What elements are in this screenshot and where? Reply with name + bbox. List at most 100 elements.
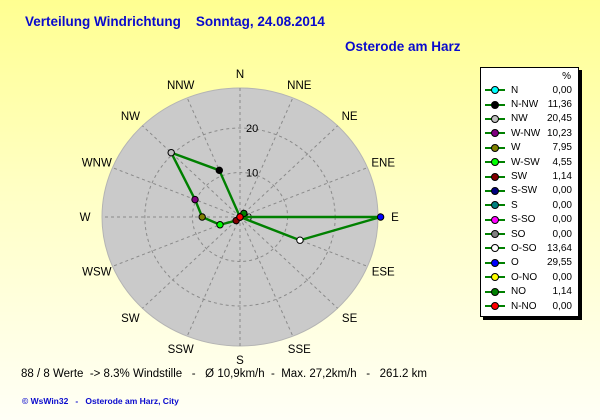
- legend-direction-label: S: [511, 199, 518, 211]
- legend-percentage-value: 0,00: [552, 228, 572, 240]
- legend-direction-label: N-NO: [511, 300, 537, 312]
- spoke-line-SSE: [239, 216, 294, 337]
- legend-direction-label: W: [511, 142, 521, 154]
- legend-percentage-value: 29,55: [546, 257, 572, 269]
- legend-percentage-value: 11,36: [547, 99, 572, 111]
- data-point-N-NO: [236, 213, 244, 221]
- legend-item-NW: NW 20,45: [481, 112, 578, 126]
- compass-label-SE: SE: [342, 313, 358, 325]
- compass-label-N: N: [236, 69, 244, 81]
- legend-marker-icon: [485, 229, 506, 239]
- legend-percentage-value: 0,00: [552, 199, 572, 211]
- compass-label-NE: NE: [342, 111, 358, 123]
- legend-marker-icon: [485, 200, 506, 210]
- compass-label-NNW: NNW: [167, 80, 195, 92]
- compass-label-ENE: ENE: [371, 157, 395, 169]
- data-point-O-SO: [296, 236, 304, 244]
- station-name: Osterode am Harz: [345, 39, 461, 54]
- legend-direction-label: W-SW: [511, 156, 540, 168]
- legend-marker-icon: [485, 157, 506, 167]
- legend-marker-icon: [485, 172, 506, 182]
- compass-label-E: E: [391, 212, 399, 224]
- legend-percentage-value: 0,00: [552, 84, 572, 96]
- legend-direction-label: O-NO: [511, 271, 538, 283]
- legend-percentage-value: 7,95: [552, 142, 572, 154]
- legend-item-N-NW: N-NW 11,36: [481, 97, 578, 111]
- legend-item-N-NO: N-NO 0,00: [481, 299, 578, 313]
- legend-marker-icon: [485, 85, 506, 95]
- legend-direction-label: O: [511, 257, 519, 269]
- legend-direction-label: SW: [511, 171, 528, 183]
- legend-percentage-value: 4,55: [552, 156, 572, 168]
- legend-marker-icon: [485, 215, 506, 225]
- spoke-line-WNW: [112, 167, 241, 218]
- compass-label-SSW: SSW: [168, 344, 194, 356]
- data-point-NW: [167, 148, 175, 157]
- legend-direction-label: S-SO: [511, 214, 536, 226]
- legend-direction-label: NW: [511, 113, 528, 125]
- compass-label-W: W: [80, 212, 91, 224]
- legend-item-NO: NO 1,14: [481, 284, 578, 298]
- legend-item-W: W 7,95: [481, 141, 578, 155]
- spoke-line-ENE: [239, 167, 368, 218]
- spoke-line-NNE: [239, 97, 294, 218]
- legend-marker-icon: [485, 114, 506, 124]
- legend-unit-header: %: [562, 71, 571, 82]
- legend-percentage-value: 1,14: [552, 286, 572, 298]
- legend-percentage-value: 20,45: [546, 113, 572, 125]
- legend-item-O: O 29,55: [481, 256, 578, 270]
- legend-marker-icon: [485, 143, 506, 153]
- copyright-line: © WsWin32 - Osterode am Harz, City: [22, 396, 179, 406]
- compass-label-SW: SW: [121, 313, 140, 325]
- chart-title: Verteilung Windrichtung Sonntag, 24.08.2…: [25, 14, 325, 29]
- legend-item-O-SO: O-SO 13,64: [481, 241, 578, 255]
- compass-label-NNE: NNE: [287, 80, 312, 92]
- legend-item-S: S 0,00: [481, 198, 578, 212]
- legend-item-N: N 0,00: [481, 83, 578, 97]
- compass-label-WNW: WNW: [82, 157, 112, 169]
- data-point-W: [198, 213, 206, 221]
- legend-rows: N 0,00 N-NW 11,36 NW 20,45 W-NW 10,23 W 7,95 W-SW 4…: [481, 83, 578, 313]
- legend-direction-label: O-SO: [511, 242, 537, 254]
- spoke-line-NNW: [186, 97, 241, 218]
- legend-item-SW: SW 1,14: [481, 169, 578, 183]
- data-point-W-SW: [216, 221, 224, 229]
- ring-tick-label-10: 10: [246, 168, 258, 180]
- spoke-line-SSW: [186, 216, 241, 337]
- legend-marker-icon: [485, 258, 506, 268]
- spoke-line-SE: [239, 216, 338, 309]
- spoke-line-WSW: [112, 216, 241, 267]
- legend-marker-icon: [485, 100, 506, 110]
- compass-label-S: S: [236, 355, 244, 367]
- legend-item-W-NW: W-NW 10,23: [481, 126, 578, 140]
- legend-marker-icon: [485, 243, 506, 253]
- legend-direction-label: N-NW: [511, 99, 539, 111]
- legend-percentage-value: 0,00: [552, 271, 572, 283]
- legend-item-W-SW: W-SW 4,55: [481, 155, 578, 169]
- legend-item-O-NO: O-NO 0,00: [481, 270, 578, 284]
- statistics-line: 88 / 8 Werte -> 8.3% Windstille - Ø 10,9…: [21, 368, 427, 380]
- legend-marker-icon: [485, 186, 506, 196]
- legend-marker-icon: [485, 287, 506, 297]
- legend-item-SO: SO 0,00: [481, 227, 578, 241]
- legend-direction-label: S-SW: [511, 185, 538, 197]
- legend-percentage-value: 10,23: [546, 127, 572, 139]
- legend-item-S-SW: S-SW 0,00: [481, 184, 578, 198]
- legend-marker-icon: [485, 272, 506, 282]
- ring-tick-label-20: 20: [246, 123, 258, 135]
- data-point-O: [376, 213, 385, 221]
- data-point-N-NW: [215, 166, 224, 175]
- legend-direction-label: N: [511, 84, 519, 96]
- spoke-line-NE: [239, 125, 338, 218]
- legend-percentage-value: 0,00: [552, 214, 572, 226]
- legend-direction-label: NO: [511, 286, 526, 298]
- legend-percentage-value: 1,14: [552, 171, 572, 183]
- data-point-W-NW: [191, 195, 199, 204]
- compass-label-ESE: ESE: [372, 267, 395, 279]
- legend-marker-icon: [485, 301, 506, 311]
- legend-marker-icon: [485, 128, 506, 138]
- legend-box: % N 0,00 N-NW 11,36 NW 20,45 W-NW 10,23 W 7,95 W-S…: [480, 67, 579, 318]
- legend-percentage-value: 0,00: [552, 300, 572, 312]
